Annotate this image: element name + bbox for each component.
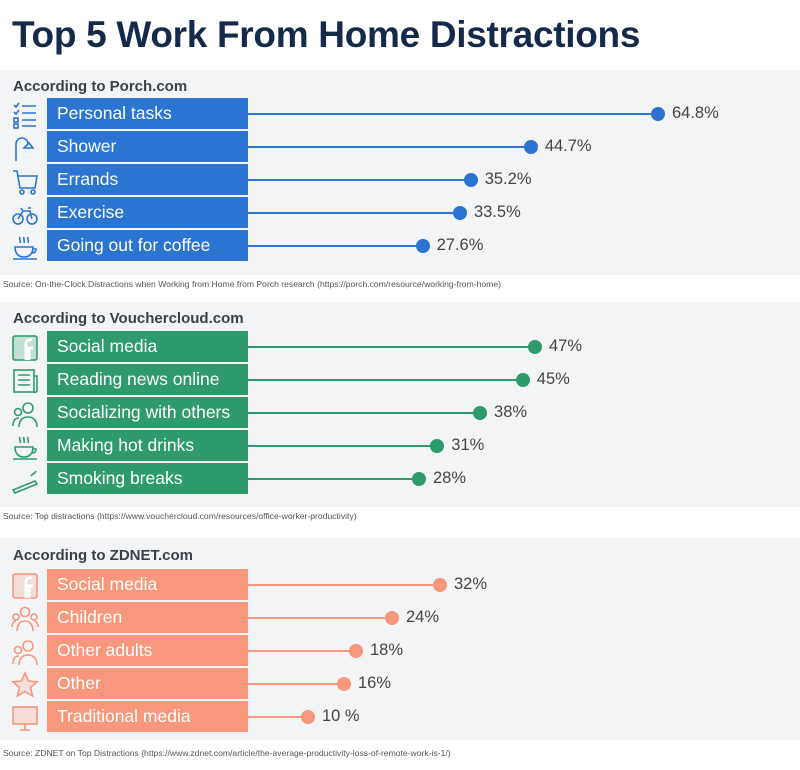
family-icon [11, 606, 39, 632]
bar-row: Going out for coffee 27.6% [0, 230, 800, 263]
bar-line [248, 716, 308, 718]
data-point [411, 472, 426, 486]
bar-label: Exercise [47, 197, 248, 228]
data-point [433, 578, 447, 592]
bar-row: Reading news online 45% [0, 364, 800, 397]
bar-row: Children 24% [0, 602, 800, 635]
data-point [515, 373, 530, 387]
bar-line [248, 113, 658, 115]
bar-row: Socializing with others 38% [0, 397, 800, 430]
data-point [463, 173, 478, 187]
cigarette-icon [11, 470, 39, 494]
section-title: According to Porch.com [13, 78, 188, 95]
data-point [385, 611, 399, 625]
bar-line [248, 146, 531, 148]
bar-label: Social media [47, 569, 248, 600]
value-label: 32% [454, 575, 488, 593]
bar-label: Traditional media [47, 701, 248, 732]
bar-label: Making hot drinks [47, 430, 248, 461]
value-label: 38% [494, 403, 528, 421]
shower-icon [15, 137, 35, 161]
bar-line [248, 212, 460, 214]
bar-line [248, 445, 438, 447]
people-icon [12, 402, 38, 428]
bar-row: Social media 32% [0, 569, 800, 602]
value-label: 24% [406, 608, 440, 626]
bar-row: Social media 47% [0, 331, 800, 364]
bar-row: Shower 44.7% [0, 131, 800, 164]
section-title: According to ZDNET.com [13, 547, 194, 564]
section-title: According to Vouchercloud.com [13, 310, 244, 327]
value-label: 44.7% [544, 137, 592, 155]
data-point [528, 340, 542, 354]
value-label: 35.2% [484, 170, 532, 188]
bar-line [248, 683, 344, 685]
bar-row: Exercise 33.5% [0, 197, 800, 230]
data-point [430, 439, 445, 453]
bar-label: Children [47, 602, 248, 633]
bar-label: Other [47, 668, 248, 699]
source-note: Source: On-the-Clock Distractions when W… [3, 279, 501, 289]
data-point [337, 677, 351, 691]
data-point [473, 406, 488, 420]
bar-line [248, 478, 419, 480]
facebook-icon [12, 573, 38, 599]
bar-row: Smoking breaks 28% [0, 463, 800, 496]
checklist-icon [13, 102, 36, 129]
value-label: 64.8% [672, 104, 719, 122]
page-title: Top 5 Work From Home Distractions [12, 14, 641, 55]
bar-line [248, 617, 392, 619]
bar-label: Shower [47, 131, 248, 162]
bar-line [248, 346, 535, 348]
value-label: 27.6% [436, 236, 484, 254]
bar-label: Smoking breaks [47, 463, 248, 494]
data-point [651, 107, 665, 121]
bar-row: Traditional media 10 % [0, 701, 800, 734]
bar-label: Errands [47, 164, 248, 195]
newspaper-icon [13, 369, 38, 394]
value-label: 33.5% [473, 203, 521, 221]
value-label: 47% [549, 337, 583, 355]
value-label: 28% [432, 469, 466, 487]
source-note: Source: ZDNET on Top Distractions (https… [3, 748, 451, 758]
bar-row: Other adults 18% [0, 635, 800, 668]
bar-line [248, 650, 356, 652]
value-label: 45% [536, 370, 570, 388]
bicycle-icon [12, 207, 38, 225]
facebook-icon [12, 335, 38, 361]
bar-line [248, 412, 481, 414]
bar-row: Other 16% [0, 668, 800, 701]
bar-row: Personal tasks 64.8% [0, 98, 800, 131]
value-label: 31% [451, 436, 485, 454]
bar-line [248, 245, 423, 247]
people-icon [12, 640, 38, 666]
cart-icon [13, 170, 38, 195]
bar-label: Reading news online [47, 364, 248, 395]
data-point [523, 140, 538, 154]
bar-row: Making hot drinks 31% [0, 430, 800, 463]
data-point [301, 710, 315, 724]
value-label: 10 % [322, 707, 360, 725]
value-label: 18% [370, 641, 404, 659]
bar-label: Going out for coffee [47, 230, 248, 261]
bar-label: Other adults [47, 635, 248, 666]
data-point [415, 239, 430, 253]
source-note: Source: Top distractions (https://www.vo… [3, 511, 357, 521]
star-icon [11, 671, 39, 698]
coffee-cup-icon [13, 236, 37, 260]
hot-drink-icon [13, 436, 37, 460]
bar-line [248, 379, 523, 381]
bar-line [248, 584, 440, 586]
bar-label: Personal tasks [47, 98, 248, 129]
bar-label: Social media [47, 331, 248, 362]
data-point [452, 206, 467, 220]
bar-row: Errands 35.2% [0, 164, 800, 197]
bar-line [248, 179, 471, 181]
monitor-icon [12, 706, 38, 731]
data-point [349, 644, 363, 658]
value-label: 16% [358, 674, 392, 692]
bar-label: Socializing with others [47, 397, 248, 428]
